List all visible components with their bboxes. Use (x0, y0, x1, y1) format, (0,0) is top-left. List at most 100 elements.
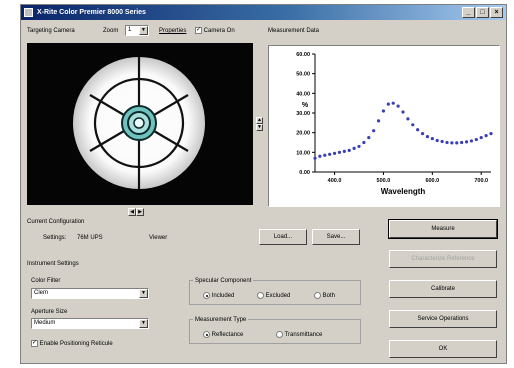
save-button[interactable]: Save... (312, 229, 360, 245)
radio-icon[interactable] (203, 331, 210, 338)
data-point (450, 141, 454, 145)
data-point (362, 140, 366, 145)
data-point (411, 123, 415, 127)
data-point (425, 135, 430, 139)
app-icon (24, 8, 33, 17)
checkbox-icon[interactable]: ✓ (31, 340, 38, 347)
data-point (455, 141, 459, 145)
zoom-label: Zoom (103, 28, 119, 34)
app-window: X-Rite Color Premier 8000 Series _ □ × T… (20, 4, 507, 364)
measurement-data-label: Measurement Data (268, 28, 320, 34)
chevron-down-icon[interactable]: ▼ (139, 26, 148, 35)
data-point (391, 101, 395, 105)
specular-component-group (189, 280, 361, 305)
checkbox-icon[interactable]: ✓ (195, 27, 202, 34)
data-point (323, 153, 327, 157)
vertical-spinner[interactable]: ▲ ▼ (256, 117, 263, 131)
horizontal-spinner[interactable]: ◀ ▶ (128, 208, 144, 216)
data-point (318, 154, 322, 158)
color-filter-select[interactable]: Clem ▼ (31, 288, 149, 299)
spectrum-plot: 60.00 50.00 40.00 30.00 20.00 10.00 0.00 400.0 5… (296, 52, 493, 196)
y-tick-label: 50.00 (296, 72, 310, 78)
data-point (445, 140, 449, 145)
current-configuration-label: Current Configuration (27, 219, 85, 225)
measure-button[interactable]: Measure (388, 219, 498, 239)
chevron-down-icon[interactable]: ▼ (139, 319, 148, 328)
specular-both-radio[interactable]: Both (314, 292, 335, 300)
data-point (401, 110, 405, 114)
positioning-reticule (89, 57, 189, 189)
data-point (396, 104, 400, 108)
specular-both-label: Both (322, 293, 336, 300)
data-point (464, 140, 469, 144)
data-point (332, 151, 337, 155)
camera-on-label: Camera On (203, 28, 235, 35)
data-point (367, 135, 371, 140)
x-axis-label: Wavelength (381, 187, 426, 196)
specular-excluded-radio[interactable]: Excluded (257, 292, 290, 300)
aperture-size-label: Aperture Size (31, 309, 68, 315)
specular-included-radio[interactable]: Included (203, 292, 234, 300)
radio-icon[interactable] (257, 292, 264, 299)
reflectance-radio[interactable]: Reflectance (203, 331, 243, 339)
data-point (416, 128, 420, 132)
y-axis-label: % (302, 102, 309, 109)
measurement-chart: 60.00 50.00 40.00 30.00 20.00 10.00 0.00 400.0 5… (268, 45, 500, 207)
data-point (489, 132, 493, 136)
aperture-size-value: Medium (34, 320, 56, 326)
arrow-down-icon[interactable]: ▼ (256, 124, 263, 131)
x-tick-label: 600.0 (425, 178, 439, 184)
aperture-size-select[interactable]: Medium ▼ (31, 318, 149, 329)
y-tick-label: 10.00 (296, 150, 310, 156)
transmittance-radio[interactable]: Transmittance (276, 331, 322, 339)
data-point (440, 139, 444, 144)
enable-reticule-checkbox[interactable]: ✓ Enable Positioning Reticule (31, 340, 113, 348)
data-point (352, 146, 356, 150)
y-tick-label: 0.00 (299, 170, 310, 176)
data-point (342, 149, 346, 153)
data-point (484, 134, 488, 138)
properties-link[interactable]: Properties (159, 28, 187, 34)
specular-excluded-label: Excluded (265, 293, 291, 300)
zoom-select[interactable]: 1 ▼ (125, 25, 149, 36)
color-filter-value: Clem (34, 290, 49, 296)
data-point (313, 156, 317, 160)
y-tick-label: 30.00 (296, 111, 310, 117)
y-tick-label: 60.00 (296, 52, 310, 58)
service-operations-button[interactable]: Service Operations (389, 310, 497, 328)
close-button[interactable]: × (490, 7, 503, 18)
radio-icon[interactable] (314, 292, 321, 299)
x-tick-label: 500.0 (377, 178, 391, 184)
transmittance-label: Transmittance (284, 332, 323, 339)
data-point (372, 129, 376, 133)
minimize-button[interactable]: _ (462, 7, 475, 18)
chevron-down-icon[interactable]: ▼ (139, 289, 148, 298)
calibrate-button[interactable]: Calibrate (389, 280, 497, 298)
y-tick-label: 20.00 (296, 131, 310, 137)
data-point (406, 117, 410, 121)
arrow-left-icon[interactable]: ◀ (128, 208, 136, 216)
data-point (357, 144, 361, 149)
ok-button[interactable]: OK (389, 340, 497, 358)
reflectance-label: Reflectance (211, 332, 244, 339)
arrow-up-icon[interactable]: ▲ (256, 117, 263, 124)
radio-icon[interactable] (203, 292, 210, 299)
measurement-type-group (189, 319, 361, 344)
data-point (469, 139, 474, 143)
target-center (133, 117, 145, 129)
title-bar: X-Rite Color Premier 8000 Series _ □ × (21, 5, 506, 20)
arrow-right-icon[interactable]: ▶ (136, 208, 144, 216)
data-point (386, 102, 390, 106)
load-button[interactable]: Load... (259, 229, 307, 245)
config-name-value: Viewer (149, 235, 168, 241)
instrument-settings-label: Instrument Settings (27, 261, 79, 267)
data-point (347, 148, 351, 152)
settings-value: 76M UPS (77, 235, 103, 241)
settings-label: Settings: (43, 235, 67, 241)
camera-on-checkbox[interactable]: ✓ Camera On (195, 27, 235, 35)
window-title: X-Rite Color Premier 8000 Series (37, 9, 146, 16)
data-point (381, 109, 386, 113)
data-point (376, 119, 381, 123)
maximize-button[interactable]: □ (476, 7, 489, 18)
radio-icon[interactable] (276, 331, 283, 338)
